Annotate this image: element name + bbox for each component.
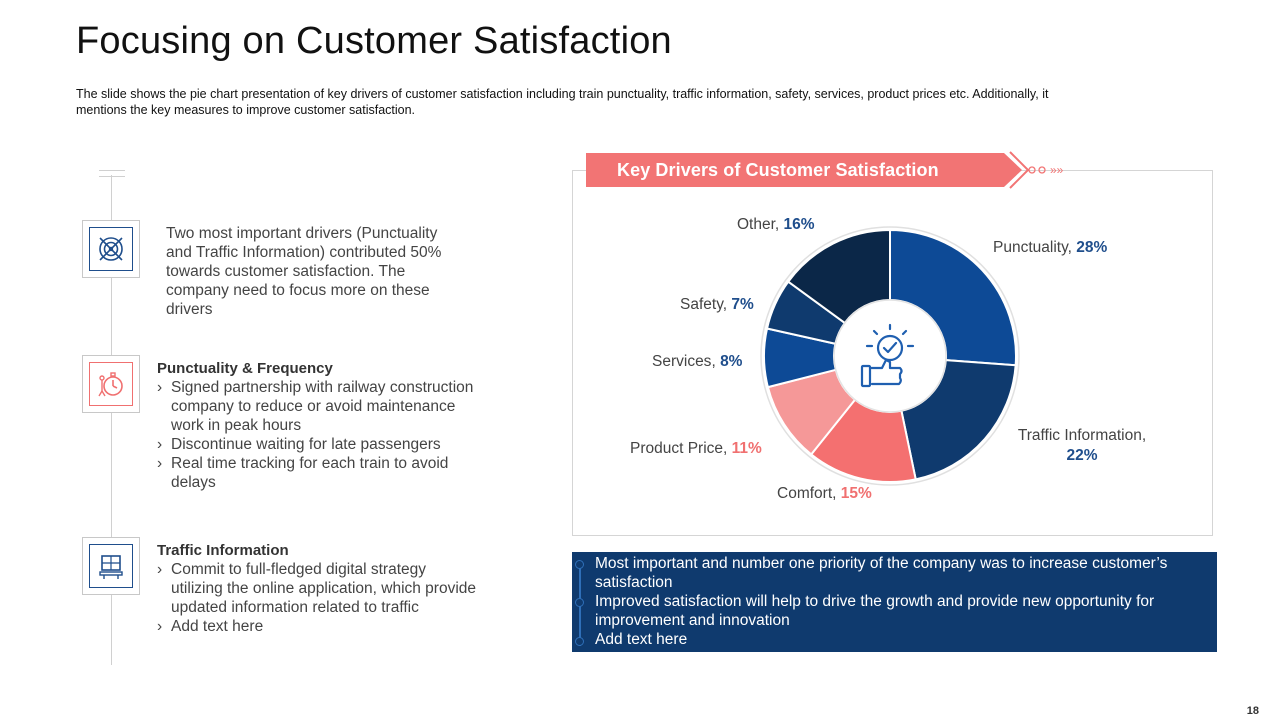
list-item: Real time tracking for each train to avo… [157,454,487,492]
stopwatch-icon-box [82,355,140,413]
list-item: Discontinue waiting for late passengers [157,435,487,454]
label-comfort: Comfort, 15% [777,485,872,502]
drivers-summary-text: Two most important drivers (Punctuality … [166,225,442,318]
target-icon-box [82,220,140,278]
timeline-line [111,175,112,665]
label-product-price: Product Price, 11% [630,440,762,457]
punctuality-bullets: Signed partnership with railway construc… [157,378,487,492]
traffic-bullets: Commit to full-fledged digital strategy … [157,560,477,636]
list-item: Add text here [157,617,477,636]
bulb-hand-icon [860,323,915,388]
donut-chart [760,226,1020,486]
traffic-board-icon-box [82,537,140,595]
target-icon [89,227,133,271]
traffic-section: Traffic Information Commit to full-fledg… [157,541,477,636]
bullet-dot [575,598,584,607]
label-other: Other, 16% [737,216,815,233]
key-points-box: Most important and number one priority o… [572,552,1217,652]
traffic-board-icon [89,544,133,588]
svg-text:»»: »» [1050,163,1064,177]
label-punctuality: Punctuality, 28% [993,239,1108,256]
timeline-cap [99,176,125,177]
slide-title: Focusing on Customer Satisfaction [76,20,672,62]
stopwatch-icon [89,362,133,406]
page-number: 18 [1246,705,1259,717]
slide-subtitle: The slide shows the pie chart presentati… [76,87,1049,117]
label-traffic-information: Traffic Information, 22% [1017,427,1147,464]
list-item: Commit to full-fledged digital strategy … [157,560,477,617]
traffic-title: Traffic Information [157,542,289,559]
punctuality-title: Punctuality & Frequency [157,360,333,377]
donut-center [833,299,947,413]
list-item: Signed partnership with railway construc… [157,378,487,435]
bullet-dot [575,560,584,569]
bullet-dot [575,637,584,646]
key-point-item: Most important and number one priority o… [595,555,1168,591]
punctuality-section: Punctuality & Frequency Signed partnersh… [157,359,487,492]
key-point-item: Add text here [595,631,688,648]
key-point-item: Improved satisfaction will help to drive… [595,593,1155,629]
timeline-cap [99,170,125,171]
label-safety: Safety, 7% [680,296,754,313]
chart-title: Key Drivers of Customer Satisfaction [617,160,939,180]
chart-title-banner: »» [586,151,1064,189]
label-services: Services, 8% [652,353,743,370]
